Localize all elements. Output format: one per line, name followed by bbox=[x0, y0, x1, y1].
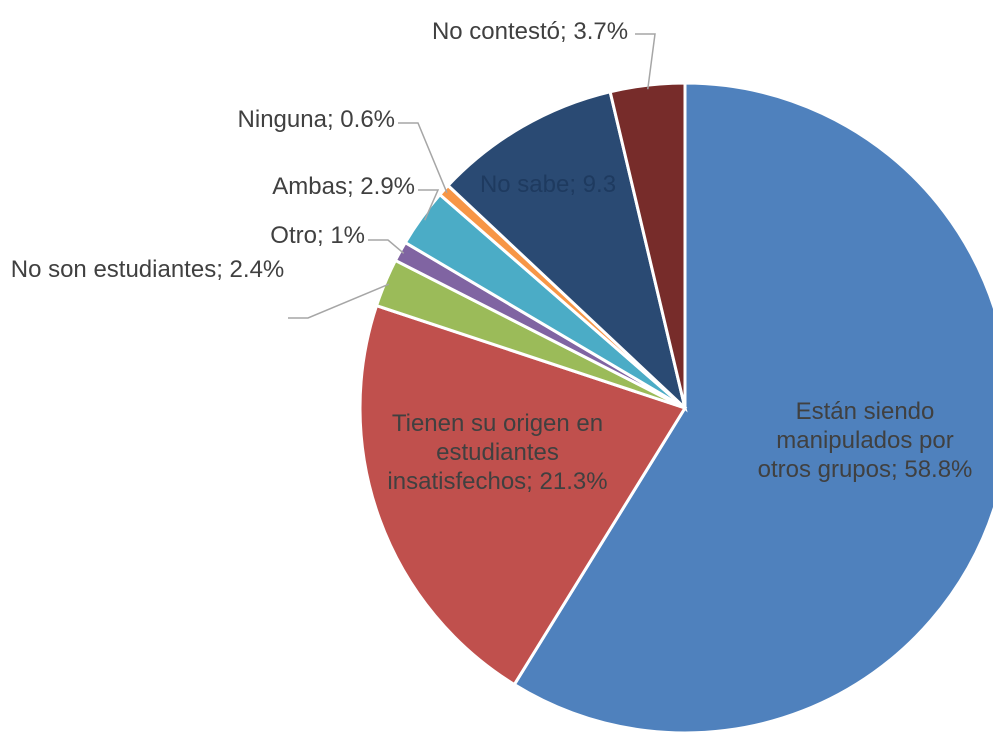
value-label: 21.3% bbox=[539, 468, 608, 495]
value-label: 2.4% bbox=[229, 256, 285, 283]
pie-slice bbox=[608, 81, 687, 409]
slice-label: Tienen su origen en estudiantes insatisf… bbox=[375, 409, 620, 496]
slice-label: Ambas; 2.9% bbox=[180, 172, 415, 201]
value-label: 3.7% bbox=[573, 18, 629, 45]
slice-label: Están siendo manipulados por otros grupo… bbox=[755, 397, 975, 484]
leader-line bbox=[635, 33, 656, 90]
pie-slice bbox=[358, 303, 688, 687]
pie-slice bbox=[445, 89, 688, 413]
category-label: No contestó; bbox=[431, 18, 567, 45]
category-label: Ambas; bbox=[272, 173, 354, 200]
value-label: 1% bbox=[330, 222, 365, 249]
value-label: 58.8% bbox=[904, 456, 973, 483]
leader-line bbox=[368, 239, 405, 254]
category-label: Están siendo manipulados por otros grupo… bbox=[757, 398, 954, 483]
leader-line bbox=[288, 283, 390, 319]
slice-label: Otro; 1% bbox=[195, 221, 365, 250]
category-label: No sabe; bbox=[479, 171, 576, 198]
category-label: No son estudiantes; bbox=[10, 256, 223, 283]
slice-label: Ninguna; 0.6% bbox=[150, 105, 395, 134]
leader-line bbox=[418, 189, 440, 221]
slice-label: No son estudiantes; 2.4% bbox=[10, 255, 285, 284]
category-label: Otro; bbox=[270, 222, 324, 249]
value-label: 2.9% bbox=[360, 173, 415, 200]
slice-label: No contestó; 3.7% bbox=[425, 17, 635, 46]
value-label: 9.3 bbox=[582, 171, 617, 198]
slice-label: No sabe; 9.3 bbox=[478, 170, 618, 199]
leader-line bbox=[398, 122, 448, 193]
category-label: Ninguna; bbox=[237, 106, 334, 133]
value-label: 0.6% bbox=[340, 106, 395, 133]
category-label: Tienen su origen en estudiantes insatisf… bbox=[387, 410, 604, 495]
